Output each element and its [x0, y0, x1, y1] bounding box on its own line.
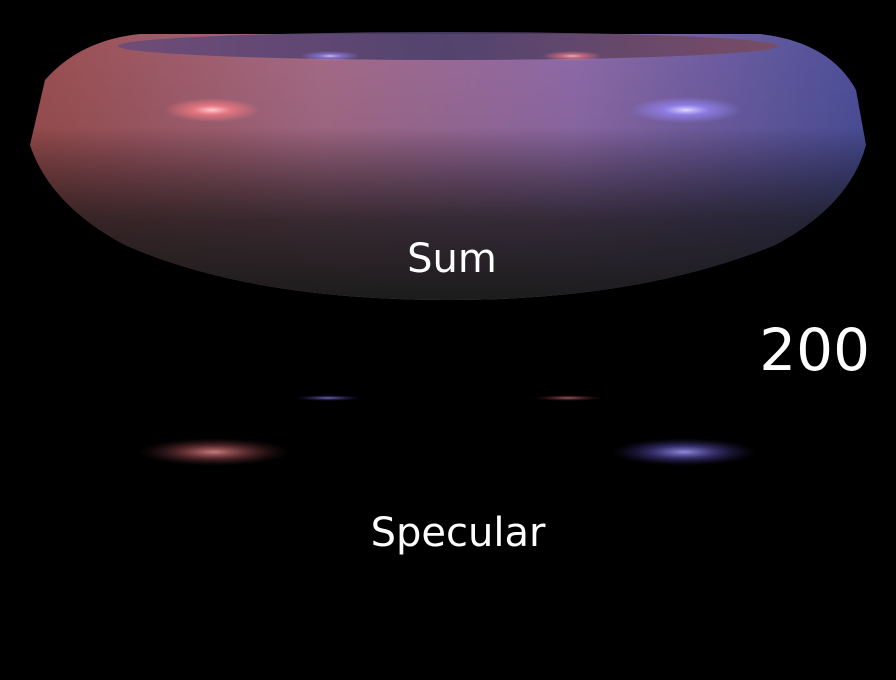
sum-label: Sum: [407, 236, 497, 282]
highlight-cool: [630, 97, 742, 123]
shininess-value: 200: [759, 316, 870, 384]
specular-label: Specular: [370, 510, 546, 556]
sum-torus: [30, 32, 866, 300]
rim-highlight-right: [542, 51, 602, 61]
specular-rim-left: [294, 395, 362, 401]
torus-inner-rim: [118, 32, 778, 60]
specular-highlight-warm: [138, 438, 290, 466]
specular-torus: [138, 395, 756, 466]
specular-highlight-cool: [612, 438, 756, 466]
rim-highlight-left: [300, 51, 360, 61]
highlight-warm: [164, 98, 260, 122]
specular-rim-right: [534, 395, 602, 401]
